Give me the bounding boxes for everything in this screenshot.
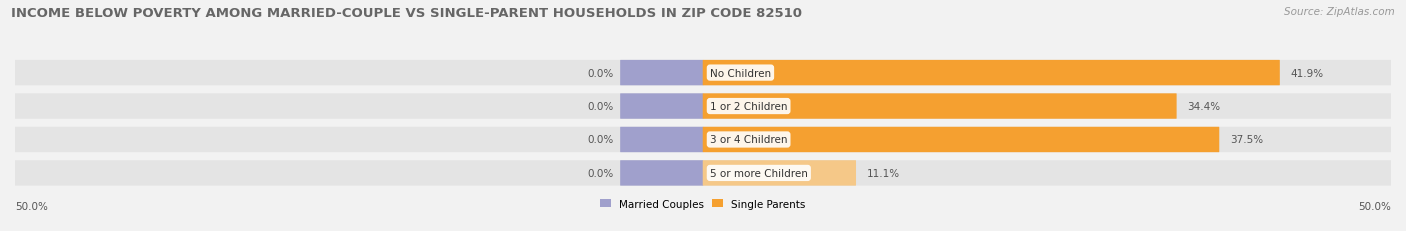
Text: 37.5%: 37.5% xyxy=(1230,135,1263,145)
Text: 5 or more Children: 5 or more Children xyxy=(710,168,808,178)
Text: 3 or 4 Children: 3 or 4 Children xyxy=(710,135,787,145)
Text: 11.1%: 11.1% xyxy=(866,168,900,178)
Text: 41.9%: 41.9% xyxy=(1291,68,1323,78)
Text: 50.0%: 50.0% xyxy=(1358,201,1391,211)
Text: 1 or 2 Children: 1 or 2 Children xyxy=(710,102,787,112)
FancyBboxPatch shape xyxy=(620,61,703,86)
Text: INCOME BELOW POVERTY AMONG MARRIED-COUPLE VS SINGLE-PARENT HOUSEHOLDS IN ZIP COD: INCOME BELOW POVERTY AMONG MARRIED-COUPL… xyxy=(11,7,803,20)
FancyBboxPatch shape xyxy=(703,127,1219,152)
Legend: Married Couples, Single Parents: Married Couples, Single Parents xyxy=(600,199,806,209)
Text: 34.4%: 34.4% xyxy=(1187,102,1220,112)
FancyBboxPatch shape xyxy=(703,61,1279,86)
Text: 0.0%: 0.0% xyxy=(588,168,613,178)
Text: 0.0%: 0.0% xyxy=(588,68,613,78)
FancyBboxPatch shape xyxy=(14,161,1392,186)
FancyBboxPatch shape xyxy=(620,127,703,152)
FancyBboxPatch shape xyxy=(703,94,1177,119)
FancyBboxPatch shape xyxy=(14,127,1392,152)
FancyBboxPatch shape xyxy=(14,61,1392,86)
Text: 50.0%: 50.0% xyxy=(15,201,48,211)
FancyBboxPatch shape xyxy=(620,161,703,186)
FancyBboxPatch shape xyxy=(620,94,703,119)
FancyBboxPatch shape xyxy=(14,94,1392,119)
Text: 0.0%: 0.0% xyxy=(588,102,613,112)
FancyBboxPatch shape xyxy=(703,161,856,186)
Text: Source: ZipAtlas.com: Source: ZipAtlas.com xyxy=(1284,7,1395,17)
Text: No Children: No Children xyxy=(710,68,770,78)
Text: 0.0%: 0.0% xyxy=(588,135,613,145)
